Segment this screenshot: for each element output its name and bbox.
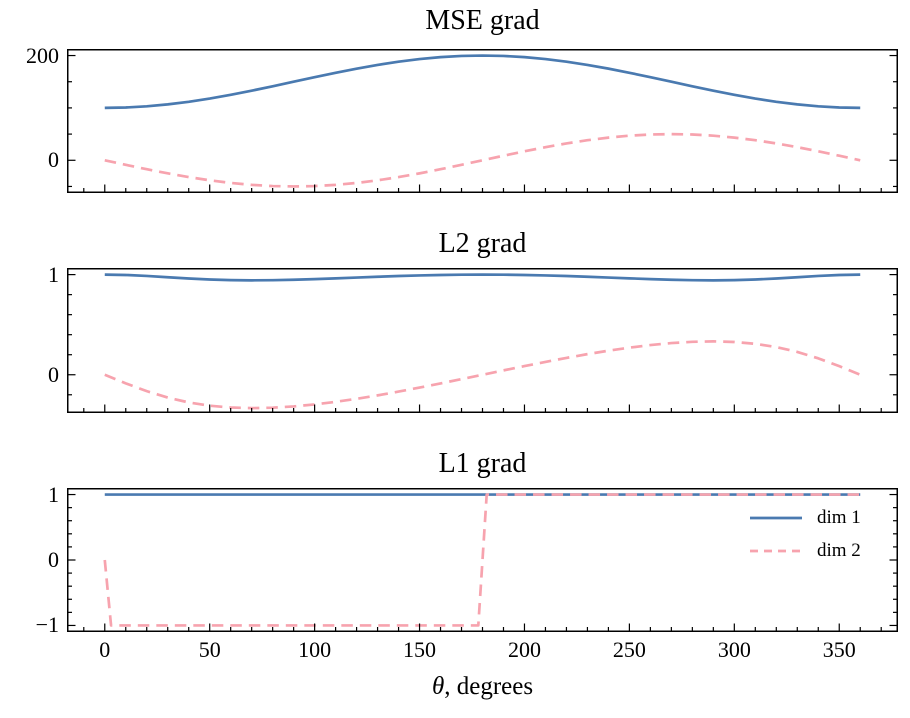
- y-tick-label: 0: [48, 147, 59, 173]
- x-tick-label: 100: [298, 637, 332, 662]
- legend-row-dim1: dim 1: [750, 505, 861, 530]
- legend: dim 1 dim 2: [750, 505, 861, 563]
- subplot-title-mse: MSE grad: [425, 5, 540, 36]
- legend-label-dim2: dim 2: [817, 540, 861, 561]
- axes-mse-grad: [67, 49, 898, 193]
- y-tick-label: 0: [48, 547, 59, 572]
- axes-frame: [67, 49, 898, 193]
- axes-spines: [67, 488, 898, 632]
- y-tick-label: −1: [35, 612, 59, 638]
- x-tick-label: 200: [507, 637, 541, 662]
- series-line-dim-2: [104, 132, 861, 188]
- y-tick-label: 1: [48, 481, 59, 507]
- x-axis-label: θ, degrees: [67, 673, 898, 701]
- axes-frame: [67, 488, 898, 632]
- subplot-title-l1: L1 grad: [438, 448, 527, 479]
- axes-spines: [67, 268, 898, 413]
- x-axis-label-suffix: , degrees: [444, 673, 534, 700]
- x-tick-label: 300: [717, 637, 751, 662]
- plot-area: [67, 49, 898, 193]
- axes-spines: [67, 49, 898, 193]
- series-line-dim-2: [103, 493, 861, 627]
- legend-row-dim2: dim 2: [750, 538, 861, 563]
- x-tick-label: 350: [822, 637, 856, 662]
- legend-line-solid-icon: [750, 516, 802, 519]
- subplot-title-l2: L2 grad: [438, 228, 527, 259]
- axes-l1-grad: [67, 488, 898, 632]
- x-tick-label: 0: [99, 637, 111, 662]
- y-tick-label: 200: [26, 42, 59, 68]
- series-line-dim-1: [104, 273, 861, 282]
- axes-frame: [67, 268, 898, 413]
- series-line-dim-1: [104, 54, 861, 110]
- plot-area: [67, 488, 898, 632]
- x-tick-label: 250: [612, 637, 646, 662]
- legend-label-dim1: dim 1: [817, 507, 861, 528]
- x-tick-label: 50: [198, 637, 221, 662]
- x-tick-label: 150: [403, 637, 437, 662]
- series-line-dim-2: [104, 340, 861, 410]
- plot-area: [67, 268, 898, 413]
- axes-l2-grad: [67, 268, 898, 413]
- x-axis-label-symbol: θ: [431, 673, 445, 700]
- y-tick-label: 0: [48, 361, 59, 387]
- y-tick-label: 1: [48, 261, 59, 287]
- legend-line-dashed-icon: [750, 549, 802, 552]
